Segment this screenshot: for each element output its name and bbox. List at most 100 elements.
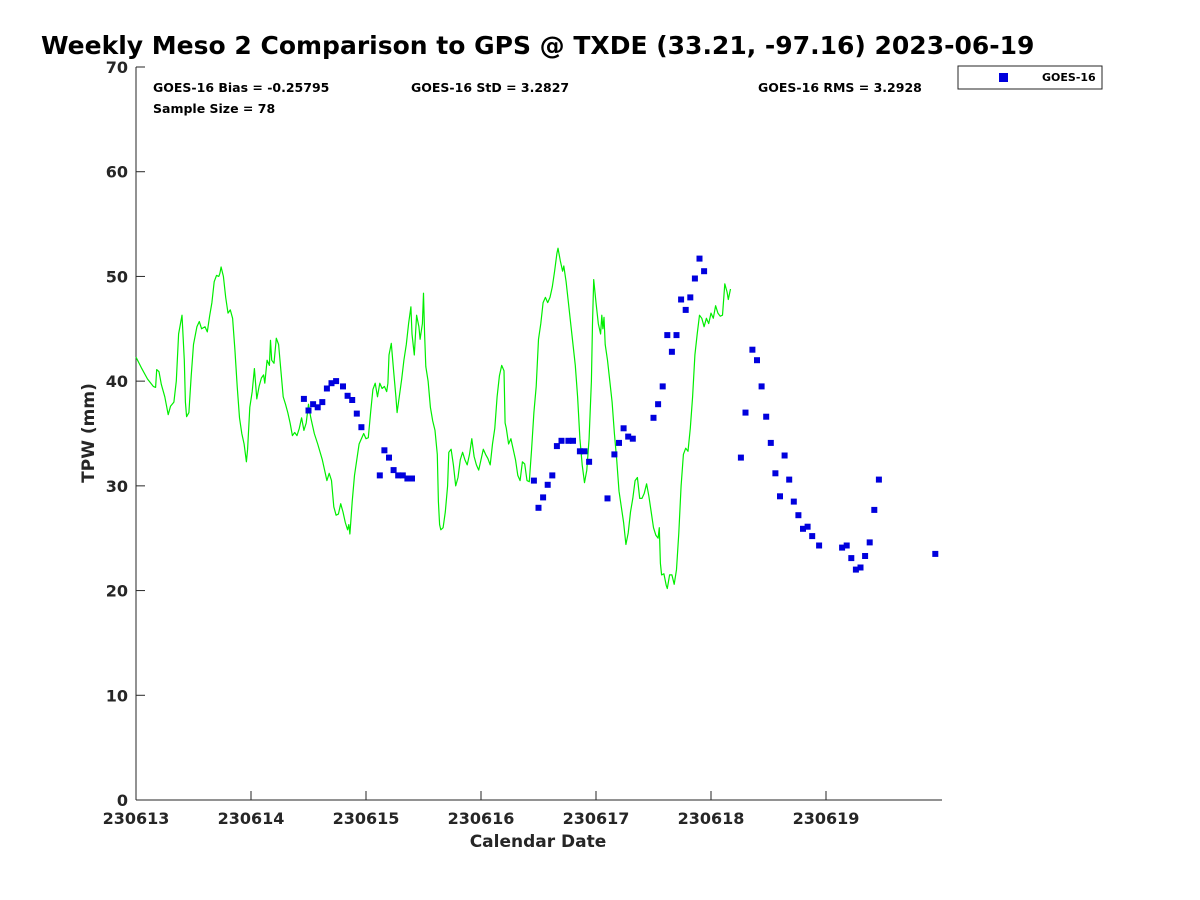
goes-16-point (696, 255, 703, 262)
y-tick-label: 20 (106, 582, 128, 601)
goes-16-point (544, 481, 551, 488)
goes-16-point (604, 495, 611, 502)
x-tick-label: 230619 (793, 809, 860, 828)
goes-16-point (314, 404, 321, 411)
goes-16-point (404, 475, 411, 482)
goes-16-point (809, 533, 816, 540)
goes-16-point (570, 437, 576, 444)
goes-16-point (319, 399, 326, 406)
gps-line (135, 247, 732, 590)
goes-16-point (586, 458, 593, 465)
goes-16-point (333, 378, 340, 385)
goes-16-point (535, 504, 542, 511)
gps-series (135, 247, 732, 590)
goes-16-point (691, 275, 698, 282)
goes-16-point (772, 470, 779, 477)
goes-16-point (737, 454, 744, 461)
goes-16-point (754, 357, 760, 364)
goes-16-point (767, 439, 774, 446)
goes-16-point (650, 414, 657, 421)
goes-16-point (687, 294, 694, 301)
y-tick-label: 60 (106, 163, 128, 182)
goes-16-point (386, 454, 392, 461)
goes-16-point (800, 525, 806, 532)
goes-16-point (305, 407, 312, 414)
goes-16-point (620, 425, 627, 432)
goes-16-point (790, 498, 797, 505)
goes-16-point (349, 397, 356, 403)
goes-16-point (616, 439, 622, 446)
x-axis-label: Calendar Date (470, 832, 607, 852)
y-axis-label: TPW (mm) (79, 383, 99, 483)
goes-16-series (300, 255, 939, 573)
x-tick-label: 230618 (678, 809, 745, 828)
goes-16-point (852, 566, 859, 573)
goes-16-point (659, 383, 666, 390)
x-tick-label: 230614 (218, 809, 285, 828)
goes-16-point (399, 472, 406, 479)
x-tick-label: 230617 (563, 809, 630, 828)
goes-16-point (381, 447, 388, 454)
plot-area (135, 67, 942, 801)
goes-16-point (553, 443, 560, 450)
rms-stat: GOES-16 RMS = 3.2928 (758, 80, 922, 95)
goes-16-point (866, 539, 873, 546)
goes-16-point (758, 383, 765, 390)
goes-16-point (795, 512, 802, 519)
chart-title: Weekly Meso 2 Comparison to GPS @ TXDE (… (41, 31, 1034, 60)
goes-16-point (749, 346, 756, 353)
sample-size-stat: Sample Size = 78 (153, 101, 275, 116)
legend-box (957, 65, 1103, 90)
goes-16-point (390, 467, 397, 474)
goes-16-point (629, 435, 636, 442)
y-tick-label: 40 (106, 372, 128, 391)
goes-16-point (875, 476, 882, 483)
goes-16-point (839, 544, 846, 551)
goes-16-point (742, 409, 749, 416)
y-tick-label: 0 (117, 791, 128, 810)
x-tick-label: 230616 (448, 809, 515, 828)
x-axis-ticks: 230613 230614 230615 230616 230617 230618 2306… (103, 791, 860, 828)
bias-stat: GOES-16 Bias = -0.25795 (153, 80, 329, 95)
goes-16-point (678, 296, 685, 303)
legend-label: GOES-16 (1042, 71, 1096, 84)
goes-16-point (340, 383, 346, 390)
y-tick-label: 50 (106, 267, 128, 286)
goes-16-point (673, 332, 680, 339)
goes-16-point (932, 550, 939, 557)
x-tick-label: 230615 (333, 809, 400, 828)
goes-16-point (328, 380, 335, 387)
legend-marker (999, 73, 1008, 82)
std-stat: GOES-16 StD = 3.2827 (411, 80, 569, 95)
goes-16-point (781, 452, 788, 459)
y-tick-label: 10 (106, 686, 128, 705)
goes-16-point (682, 306, 689, 313)
y-tick-label: 30 (106, 477, 128, 496)
goes-16-point (353, 410, 360, 417)
goes-16-point (530, 477, 537, 484)
goes-16-point (804, 523, 811, 530)
goes-16-point (323, 385, 330, 392)
y-axis-ticks: 0 10 20 30 40 50 60 70 (106, 58, 145, 810)
goes-16-point (358, 424, 365, 431)
legend: GOES-16 (957, 65, 1103, 90)
goes-16-point (763, 413, 770, 420)
goes-16-point (611, 451, 618, 458)
goes-16-point (558, 437, 565, 444)
goes-16-point (701, 268, 708, 275)
goes-16-point (857, 564, 864, 571)
goes-16-point (549, 472, 556, 479)
goes-16-point (344, 392, 351, 399)
goes-16-point (843, 542, 850, 549)
goes-16-point (664, 332, 671, 339)
goes-16-point (871, 506, 878, 513)
goes-16-point (655, 401, 662, 408)
goes-16-point (668, 348, 675, 355)
goes-16-point (565, 437, 572, 444)
x-tick-label: 230613 (103, 809, 170, 828)
goes-16-point (777, 493, 783, 500)
goes-16-point (848, 555, 855, 562)
goes-16-point (310, 401, 317, 408)
goes-16-point (816, 542, 823, 549)
